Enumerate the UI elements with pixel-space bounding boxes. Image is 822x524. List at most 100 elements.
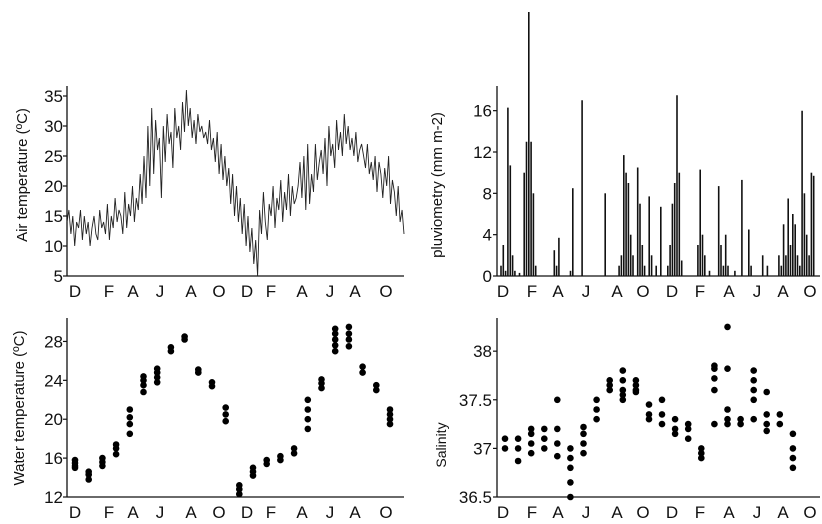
air-xtick-label: F — [104, 282, 114, 301]
water-temperature-point — [386, 406, 394, 413]
water-xtick-label: J — [326, 503, 335, 522]
salinity-point — [789, 464, 797, 472]
salinity-point — [645, 401, 653, 408]
water-temperature-point — [222, 404, 229, 411]
salinity-point — [514, 457, 522, 465]
water-temperature-point — [112, 441, 120, 448]
water-temperature-point — [85, 468, 92, 476]
water-temperature-point — [71, 464, 79, 472]
pluvio-ytick-label: 12 — [473, 143, 492, 162]
water-ylabel: Water temperature (ºC) — [11, 331, 28, 486]
salinity-point — [554, 440, 561, 447]
air-xtick-label: F — [266, 282, 276, 301]
salinity-xtick-label: F — [527, 503, 537, 522]
water-temperature-point — [373, 386, 380, 394]
air-ytick-label: 10 — [44, 237, 63, 256]
air-ylabel: Air temperature (ºC) — [14, 108, 31, 242]
water-ytick-label: 12 — [44, 488, 63, 507]
air-xtick-label: A — [296, 282, 308, 301]
salinity-point — [737, 415, 744, 423]
air-xtick-label: A — [127, 282, 139, 301]
salinity-point — [776, 411, 784, 418]
water-temperature-point — [140, 381, 147, 389]
salinity-point — [632, 377, 640, 384]
salinity-point — [580, 430, 587, 438]
salinity-point — [789, 454, 797, 462]
water-temperature-point — [236, 482, 243, 489]
water-temperature-point — [386, 420, 394, 428]
salinity-xtick-label: D — [497, 503, 509, 522]
air-ytick-label: 30 — [44, 117, 63, 136]
water-temperature-point — [345, 330, 353, 338]
pluvio-xtick-label: A — [723, 282, 735, 301]
pluvio-xtick-label: F — [695, 282, 705, 301]
water-temperature-point — [222, 411, 229, 418]
salinity-xtick-label: A — [611, 503, 623, 522]
salinity-point — [763, 427, 770, 435]
water-temperature-point — [249, 464, 257, 472]
water-temperature-point — [195, 366, 202, 373]
water-temperature-point — [345, 323, 353, 331]
salinity-point — [501, 435, 509, 443]
water-temperature-point — [140, 373, 147, 380]
salinity-point — [567, 493, 574, 501]
salinity-point — [724, 323, 731, 331]
water-temperature-point — [331, 330, 339, 338]
salinity-xtick-label: F — [695, 503, 705, 522]
air-xtick-label: A — [349, 282, 361, 301]
salinity-point — [658, 420, 666, 428]
salinity-point — [711, 375, 718, 382]
salinity-point — [593, 415, 600, 423]
pluvio-xtick-label: F — [527, 282, 537, 301]
water-temperature-point — [153, 374, 161, 381]
water-temperature-point — [236, 490, 243, 498]
salinity-point — [619, 396, 627, 404]
air-xtick-label: D — [69, 282, 81, 301]
water-ytick-label: 24 — [44, 371, 63, 390]
pluvio-ytick-label: 8 — [483, 184, 492, 203]
salinity-point — [619, 386, 627, 394]
salinity-point — [724, 365, 731, 373]
salinity-point — [724, 415, 731, 423]
salinity-point — [671, 430, 679, 438]
water-temperature-point — [359, 363, 366, 371]
salinity-ytick-label: 36.5 — [459, 488, 492, 507]
water-temperature-point — [345, 343, 353, 350]
pluvio-ytick-label: 0 — [483, 267, 492, 286]
pluvio-xtick-label: O — [636, 282, 649, 301]
water-ytick-label: 16 — [44, 449, 63, 468]
water-xtick-label: F — [266, 503, 276, 522]
salinity-point — [580, 449, 587, 457]
air-xtick-label: A — [185, 282, 197, 301]
water-temperature-point — [359, 369, 366, 376]
water-temperature-point — [331, 347, 339, 355]
salinity-point — [789, 445, 797, 452]
air-xtick-label: J — [326, 282, 335, 301]
salinity-point — [567, 454, 574, 462]
water-temperature-point — [99, 454, 106, 462]
water-xtick-label: A — [185, 503, 197, 522]
pluvio-xtick-label: J — [582, 282, 591, 301]
salinity-point — [527, 430, 535, 438]
salinity-point — [645, 415, 653, 423]
salinity-point — [750, 415, 757, 423]
salinity-point — [684, 435, 692, 443]
air-xtick-label: O — [212, 282, 225, 301]
salinity-point — [698, 449, 705, 457]
salinity-point — [711, 386, 718, 394]
air-xtick-label: J — [156, 282, 165, 301]
water-temperature-point — [167, 344, 175, 351]
pluvio-xtick-label: A — [611, 282, 623, 301]
water-temperature-point — [263, 456, 271, 464]
salinity-point — [763, 420, 770, 428]
salinity-point — [593, 396, 600, 404]
air-temperature-line — [66, 89, 405, 277]
water-temperature-point — [331, 336, 339, 343]
water-temperature-point — [126, 430, 134, 438]
salinity-point — [698, 445, 705, 452]
water-xtick-label: O — [212, 503, 225, 522]
salinity-point — [724, 406, 731, 413]
salinity-point — [684, 425, 692, 433]
salinity-point — [750, 377, 757, 384]
